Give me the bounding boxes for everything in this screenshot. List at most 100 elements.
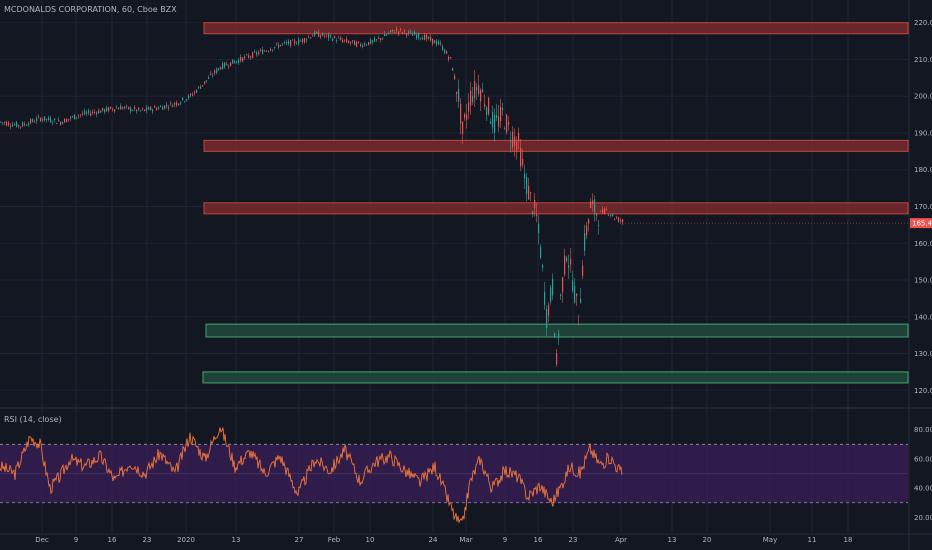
candle-body	[110, 106, 112, 109]
candle-body	[520, 148, 522, 167]
candle-body	[500, 106, 502, 122]
candle-body	[336, 40, 338, 41]
candle-body	[442, 46, 444, 51]
candle-body	[328, 34, 330, 39]
x-tick-label: 20	[703, 536, 712, 544]
candle-body	[232, 59, 234, 64]
candle-body	[466, 114, 468, 121]
resistance-zone	[203, 22, 909, 35]
candle-body	[224, 62, 226, 67]
candle-body	[4, 122, 6, 124]
candle-body	[380, 38, 382, 40]
price-tick-label: 170.00	[914, 203, 932, 211]
candle-body	[108, 107, 110, 112]
candle-body	[208, 77, 210, 79]
candle-body	[300, 40, 302, 42]
candle-body	[58, 119, 60, 122]
candle-body	[212, 75, 214, 77]
candle-body	[512, 131, 514, 148]
candle-body	[214, 70, 216, 74]
candle-body	[374, 38, 376, 42]
axes: Dec 9 16 23 2020 13 27 Feb 10 24 Mar 9 16 23 Apr 13 20 Ma…	[35, 19, 932, 544]
price-zones	[202, 22, 909, 384]
candle-body	[468, 102, 470, 112]
candle-body	[290, 40, 292, 46]
candle-body	[618, 217, 620, 222]
candle-body	[564, 255, 566, 275]
candle-body	[306, 39, 308, 41]
candle-body	[258, 52, 260, 55]
candle-body	[150, 106, 152, 111]
candle-body	[434, 40, 436, 44]
candle-body	[126, 105, 128, 107]
candle-body	[580, 298, 582, 304]
price-tick-label: 130.00	[914, 350, 932, 358]
candle-body	[452, 68, 454, 71]
candle-body	[226, 63, 228, 66]
x-tick-label: 23	[143, 536, 152, 544]
candle-body	[230, 62, 232, 67]
candle-body	[310, 37, 312, 39]
candle-body	[22, 122, 24, 127]
candle-body	[128, 106, 130, 110]
candle-body	[324, 35, 326, 37]
candle-body	[394, 32, 396, 33]
candle-body	[242, 57, 244, 62]
candle-body	[464, 114, 466, 118]
candle-body	[438, 41, 440, 45]
candle-body	[136, 109, 138, 112]
candle-body	[68, 119, 70, 120]
support-zone	[202, 371, 909, 384]
candle-body	[120, 105, 122, 110]
candle-body	[314, 31, 316, 36]
candle-body	[84, 111, 86, 115]
candle-body	[188, 95, 190, 99]
candle-body	[62, 122, 64, 124]
x-tick-label: 11	[808, 536, 817, 544]
x-tick-label: 23	[569, 536, 578, 544]
candle-body	[138, 107, 140, 110]
candle-body	[532, 211, 534, 215]
candle-body	[530, 192, 532, 194]
candle-body	[46, 118, 48, 120]
candle-body	[556, 353, 558, 365]
price-tick-label: 180.00	[914, 166, 932, 174]
rsi-tick-label: 20.00	[914, 514, 932, 522]
x-tick-label: Apr	[615, 536, 627, 544]
candle-body	[386, 34, 388, 36]
candle-body	[60, 121, 62, 125]
candle-body	[362, 45, 364, 47]
candle-body	[192, 94, 194, 96]
candle-body	[134, 107, 136, 110]
candle-body	[256, 52, 258, 55]
candle-body	[510, 140, 512, 142]
candle-body	[330, 34, 332, 37]
candle-body	[156, 108, 158, 111]
candle-body	[536, 213, 538, 216]
candle-body	[200, 86, 202, 89]
candle-body	[496, 115, 498, 119]
candle-body	[14, 124, 16, 126]
candle-body	[202, 85, 204, 86]
candle-body	[80, 114, 82, 116]
candle-body	[462, 121, 464, 134]
candle-body	[106, 107, 108, 111]
candle-body	[8, 122, 10, 126]
candle-body	[228, 66, 230, 67]
candle-body	[168, 107, 170, 109]
candle-body	[412, 34, 414, 36]
candle-body	[384, 33, 386, 37]
candle-body	[366, 44, 368, 46]
candle-body	[86, 112, 88, 114]
x-tick-label: 24	[429, 536, 438, 544]
candle-body	[28, 123, 30, 126]
candle-body	[482, 89, 484, 93]
candle-body	[76, 117, 78, 119]
candle-body	[376, 39, 378, 41]
candle-body	[560, 294, 562, 296]
candle-body	[392, 29, 394, 32]
candle-body	[544, 292, 546, 305]
candle-body	[402, 32, 404, 34]
candle-body	[30, 119, 32, 123]
candle-body	[270, 49, 272, 51]
